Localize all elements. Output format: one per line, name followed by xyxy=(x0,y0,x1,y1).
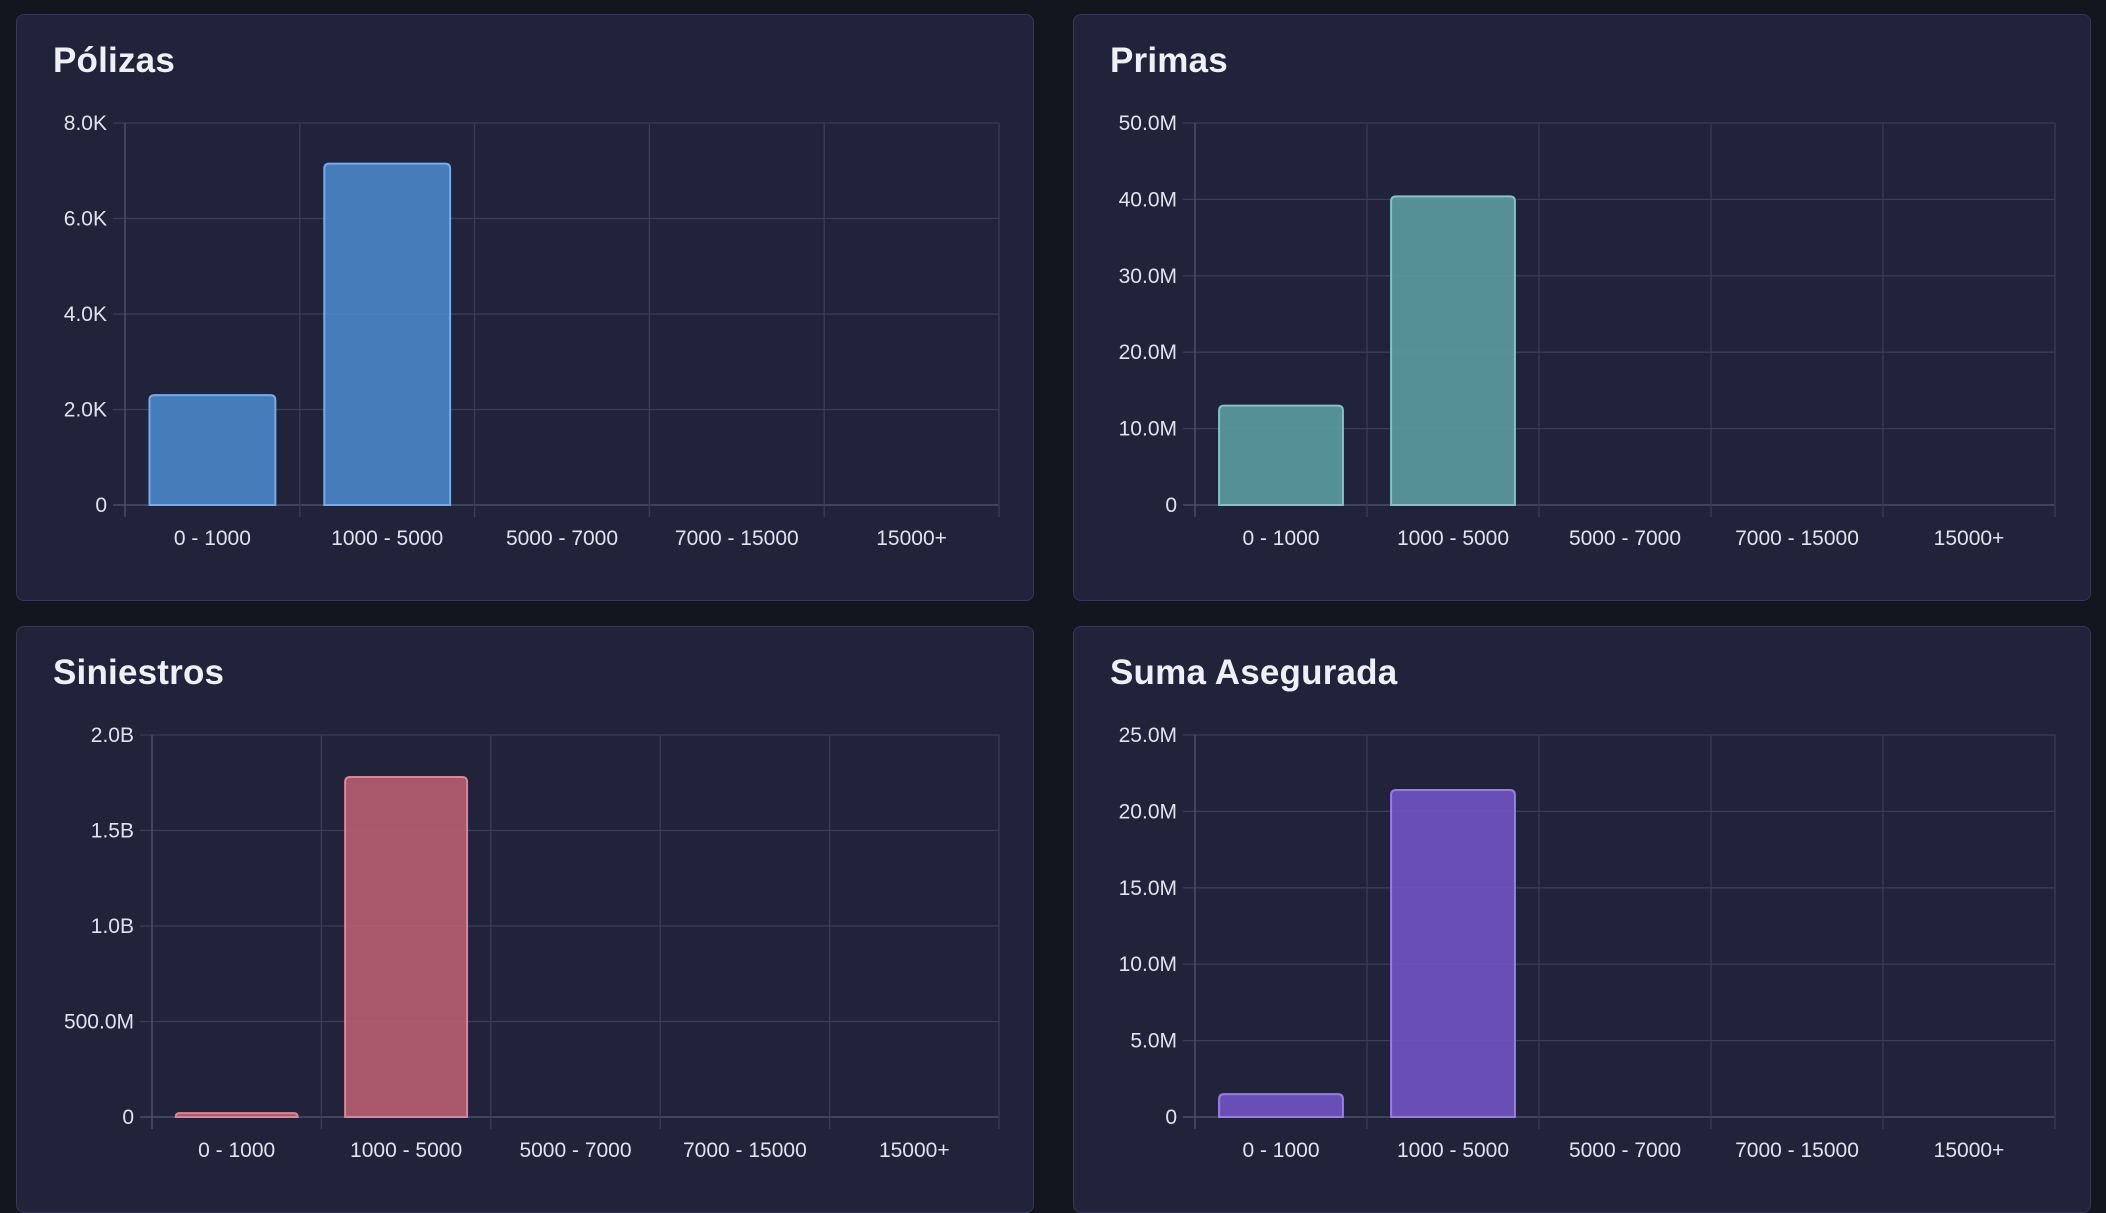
y-tick-label: 15.0M xyxy=(1119,877,1177,900)
x-tick-label: 5000 - 7000 xyxy=(506,527,618,550)
bar[interactable] xyxy=(1218,404,1344,506)
x-tick-label: 15000+ xyxy=(879,1139,950,1162)
bar-chart-siniestros: 0 500.0M 1.0B 1.5B 2.0B 0 - 1000 1000 - 5000 50… xyxy=(64,724,1000,1162)
bar[interactable] xyxy=(148,394,277,506)
y-tick-label: 50.0M xyxy=(1119,112,1177,135)
x-tick-label: 5000 - 7000 xyxy=(1569,527,1681,550)
bar[interactable] xyxy=(1390,195,1516,506)
x-tick-label: 1000 - 5000 xyxy=(1397,527,1509,550)
bar-chart-polizas: 0 2.0K 4.0K 6.0K 8.0K 0 - 1000 1000 - 5000 5000… xyxy=(64,112,1000,550)
chart-title: Primas xyxy=(1110,41,1228,80)
x-tick-label: 1000 - 5000 xyxy=(350,1139,462,1162)
y-tick-label: 4.0K xyxy=(64,303,107,326)
x-tick-label: 0 - 1000 xyxy=(174,527,251,550)
x-tick-label: 7000 - 15000 xyxy=(1735,527,1859,550)
x-tick-label: 1000 - 5000 xyxy=(1397,1139,1509,1162)
x-tick-label: 5000 - 7000 xyxy=(1569,1139,1681,1162)
chart-card-primas: Primas 0 10.0M 20.0M 30.0M 40.0M 50.0M 0 - 100… xyxy=(1073,14,2091,601)
y-tick-label: 20.0M xyxy=(1119,800,1177,823)
x-tick-label: 1000 - 5000 xyxy=(331,527,443,550)
y-tick-label: 500.0M xyxy=(64,1011,134,1034)
y-tick-label: 0 xyxy=(1165,494,1177,517)
bar-chart-suma-asegurada: 0 5.0M 10.0M 15.0M 20.0M 25.0M 0 - 1000 1000 - … xyxy=(1119,724,2056,1162)
bar[interactable] xyxy=(174,1112,299,1118)
y-tick-label: 10.0M xyxy=(1119,418,1177,441)
x-tick-label: 0 - 1000 xyxy=(198,1139,275,1162)
chart-card-siniestros: Siniestros 0 500.0M 1.0B 1.5B 2.0B 0 - 1000 10… xyxy=(16,626,1034,1213)
x-tick-label: 7000 - 15000 xyxy=(683,1139,807,1162)
y-tick-label: 2.0K xyxy=(64,399,107,422)
y-tick-label: 20.0M xyxy=(1119,341,1177,364)
x-tick-label: 7000 - 15000 xyxy=(1735,1139,1859,1162)
y-tick-label: 25.0M xyxy=(1119,724,1177,747)
y-tick-label: 0 xyxy=(122,1106,134,1129)
y-tick-label: 2.0B xyxy=(91,724,134,747)
bar-chart-primas: 0 10.0M 20.0M 30.0M 40.0M 50.0M 0 - 1000 1000 -… xyxy=(1119,112,2056,550)
y-tick-label: 10.0M xyxy=(1119,953,1177,976)
chart-title: Pólizas xyxy=(53,41,176,80)
y-tick-label: 30.0M xyxy=(1119,265,1177,288)
y-tick-label: 1.5B xyxy=(91,820,134,843)
y-tick-label: 6.0K xyxy=(64,208,107,231)
x-tick-label: 7000 - 15000 xyxy=(675,527,799,550)
y-tick-label: 0 xyxy=(1165,1106,1177,1129)
x-tick-label: 5000 - 7000 xyxy=(519,1139,631,1162)
bar[interactable] xyxy=(323,162,452,506)
bar[interactable] xyxy=(1218,1093,1344,1118)
x-tick-label: 0 - 1000 xyxy=(1242,1139,1319,1162)
chart-card-polizas: Pólizas 0 2.0K 4.0K 6.0K 8.0K 0 - 1000 1000 - … xyxy=(16,14,1034,601)
bar[interactable] xyxy=(1390,789,1516,1118)
x-tick-label: 15000+ xyxy=(876,527,947,550)
x-tick-label: 0 - 1000 xyxy=(1242,527,1319,550)
chart-title: Suma Asegurada xyxy=(1110,653,1398,692)
chart-title: Siniestros xyxy=(53,653,225,692)
x-tick-label: 15000+ xyxy=(1934,527,2005,550)
chart-card-suma-asegurada: Suma Asegurada 0 5.0M 10.0M 15.0M 20.0M 25.0M… xyxy=(1073,626,2091,1213)
y-tick-label: 8.0K xyxy=(64,112,107,135)
y-tick-label: 40.0M xyxy=(1119,188,1177,211)
y-tick-label: 0 xyxy=(95,494,107,517)
y-tick-label: 5.0M xyxy=(1130,1030,1177,1053)
y-tick-label: 1.0B xyxy=(91,915,134,938)
bar[interactable] xyxy=(344,776,469,1118)
x-tick-label: 15000+ xyxy=(1934,1139,2005,1162)
